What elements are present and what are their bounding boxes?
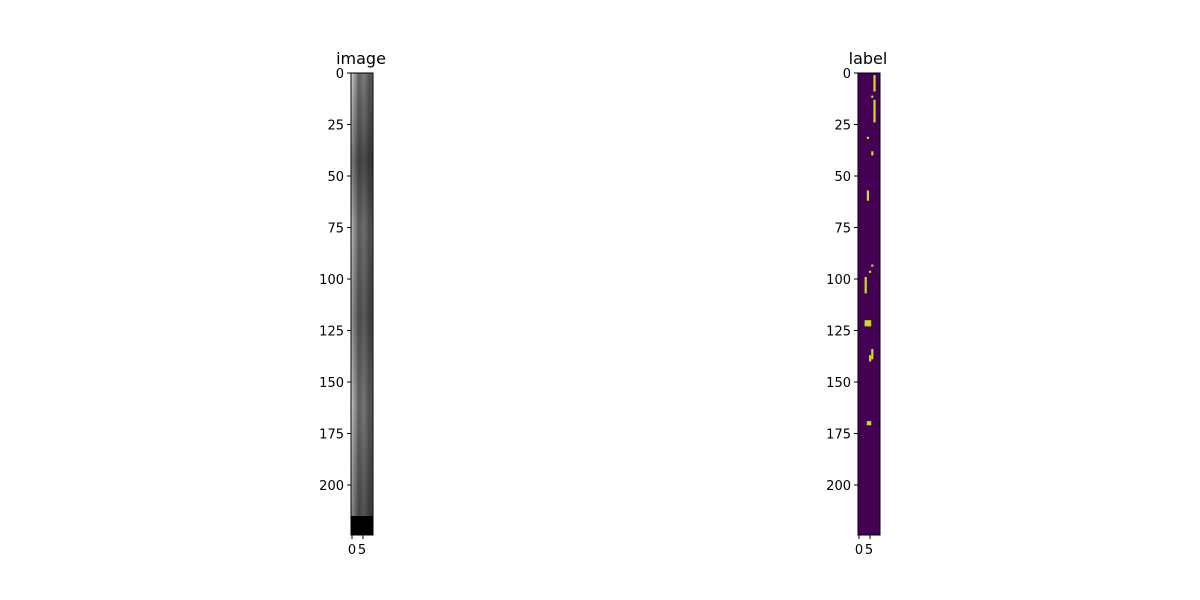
label-mask-regions [864,75,876,426]
mask-region [871,95,874,98]
mask-region [864,320,872,327]
x-tick-label: 5 [865,543,873,558]
y-tick-label: 150 [319,376,344,391]
image-shading [351,73,373,516]
mask-region [871,264,874,267]
image-y-axis: 0 25 50 75 100 125 150 175 200 [319,67,351,494]
y-tick-label: 25 [327,119,344,134]
mask-region [869,270,872,273]
image-panel-title: image [336,49,386,68]
y-tick-label: 175 [319,428,344,443]
y-tick-label: 200 [319,479,344,494]
x-tick-label: 0 [855,543,863,558]
y-tick-label: 125 [319,325,344,340]
y-tick-label: 0 [843,67,851,82]
mask-region [866,136,869,139]
x-tick-label: 0 [348,543,356,558]
mask-region [866,190,869,201]
y-tick-label: 50 [834,170,851,185]
image-axes-frame [350,72,374,536]
y-tick-label: 100 [319,273,344,288]
label-axes-frame [857,72,881,536]
x-tick-label: 5 [358,543,366,558]
mask-region [866,421,872,426]
y-tick-label: 150 [826,376,851,391]
mask-region [873,75,876,92]
mask-region [869,355,872,362]
y-tick-label: 125 [826,325,851,340]
y-tick-label: 75 [327,222,344,237]
mask-region [871,349,874,360]
label-y-axis: 0 25 50 75 100 125 150 175 200 [826,67,858,494]
y-tick-label: 100 [826,273,851,288]
image-black-band [351,516,373,535]
mask-region [864,276,867,294]
y-tick-label: 200 [826,479,851,494]
mask-region [871,151,874,156]
mask-region [873,99,876,123]
y-tick-label: 25 [834,119,851,134]
y-tick-label: 50 [327,170,344,185]
y-tick-label: 75 [834,222,851,237]
label-background [858,73,880,535]
y-tick-label: 175 [826,428,851,443]
y-tick-label: 0 [336,67,344,82]
label-panel-title: label [849,49,888,68]
